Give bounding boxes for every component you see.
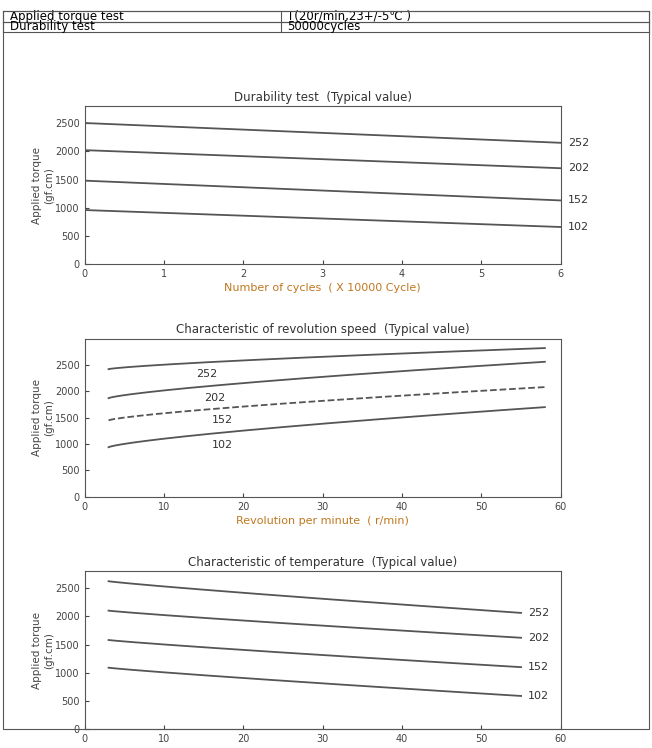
Text: 252: 252 [568,138,589,148]
Y-axis label: Applied torque
(gf.cm): Applied torque (gf.cm) [32,379,53,456]
Text: 202: 202 [528,633,549,643]
Text: Durability test: Durability test [10,20,95,33]
Title: Durability test  (Typical value): Durability test (Typical value) [233,91,412,103]
Text: Applied torque test: Applied torque test [10,10,123,23]
Text: 252: 252 [528,608,549,618]
Text: 102: 102 [528,691,549,701]
X-axis label: Revolution per minute  ( r/min): Revolution per minute ( r/min) [236,516,409,526]
Text: 50000cycles: 50000cycles [288,20,361,33]
X-axis label: Number of cycles  ( X 10000 Cycle): Number of cycles ( X 10000 Cycle) [224,283,421,293]
Text: 102: 102 [568,222,589,232]
Text: T(20r/min,23+/-5℃ ): T(20r/min,23+/-5℃ ) [288,10,411,23]
Title: Characteristic of temperature  (Typical value): Characteristic of temperature (Typical v… [188,556,457,568]
Text: 152: 152 [212,415,233,426]
Y-axis label: Applied torque
(gf.cm): Applied torque (gf.cm) [32,147,53,224]
Text: 202: 202 [203,393,225,403]
Y-axis label: Applied torque
(gf.cm): Applied torque (gf.cm) [32,612,53,689]
Text: 202: 202 [568,163,589,174]
Text: 152: 152 [528,662,549,672]
Title: Characteristic of revolution speed  (Typical value): Characteristic of revolution speed (Typi… [176,323,469,336]
Text: 252: 252 [196,370,217,379]
Text: 102: 102 [212,440,233,450]
Text: 152: 152 [568,195,589,206]
